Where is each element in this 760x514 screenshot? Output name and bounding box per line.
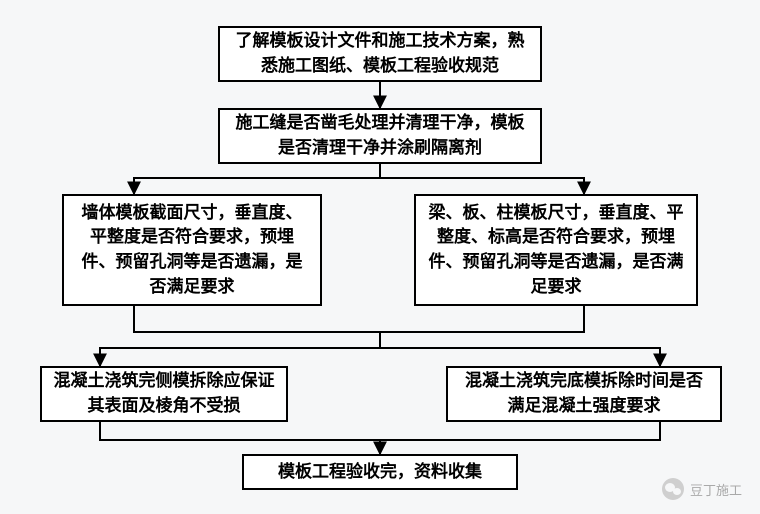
node-n2: 施工缝是否凿毛处理并清理干净，模板是否清理干净并涂刷隔离剂 bbox=[218, 108, 542, 164]
node-text: 梁、板、柱模板尺寸，垂直度、平整度、标高是否符合要求，预埋件、预留孔洞等是否遗漏… bbox=[426, 201, 686, 300]
node-text: 了解模板设计文件和施工技术方案，熟悉施工图纸、模板工程验收规范 bbox=[230, 29, 530, 78]
node-n3: 墙体模板截面尺寸，垂直度、平整度是否符合要求，预埋件、预留孔洞等是否遗漏，是否满… bbox=[62, 194, 322, 306]
node-n4: 梁、板、柱模板尺寸，垂直度、平整度、标高是否符合要求，预埋件、预留孔洞等是否遗漏… bbox=[414, 194, 698, 306]
node-text: 混凝土浇筑完底模拆除时间是否满足混凝土强度要求 bbox=[458, 369, 710, 418]
watermark: 豆丁施工 bbox=[662, 478, 742, 500]
node-n1: 了解模板设计文件和施工技术方案，熟悉施工图纸、模板工程验收规范 bbox=[218, 26, 542, 82]
node-text: 墙体模板截面尺寸，垂直度、平整度是否符合要求，预埋件、预留孔洞等是否遗漏，是否满… bbox=[74, 201, 310, 300]
wechat-icon bbox=[662, 478, 684, 500]
node-n6: 混凝土浇筑完底模拆除时间是否满足混凝土强度要求 bbox=[446, 366, 722, 422]
node-n7: 模板工程验收完，资料收集 bbox=[242, 454, 518, 490]
node-text: 施工缝是否凿毛处理并清理干净，模板是否清理干净并涂刷隔离剂 bbox=[230, 111, 530, 160]
node-n5: 混凝土浇筑完侧模拆除应保证其表面及棱角不受损 bbox=[40, 366, 288, 422]
watermark-text: 豆丁施工 bbox=[690, 480, 742, 499]
node-text: 模板工程验收完，资料收集 bbox=[278, 460, 482, 485]
node-text: 混凝土浇筑完侧模拆除应保证其表面及棱角不受损 bbox=[52, 369, 276, 418]
